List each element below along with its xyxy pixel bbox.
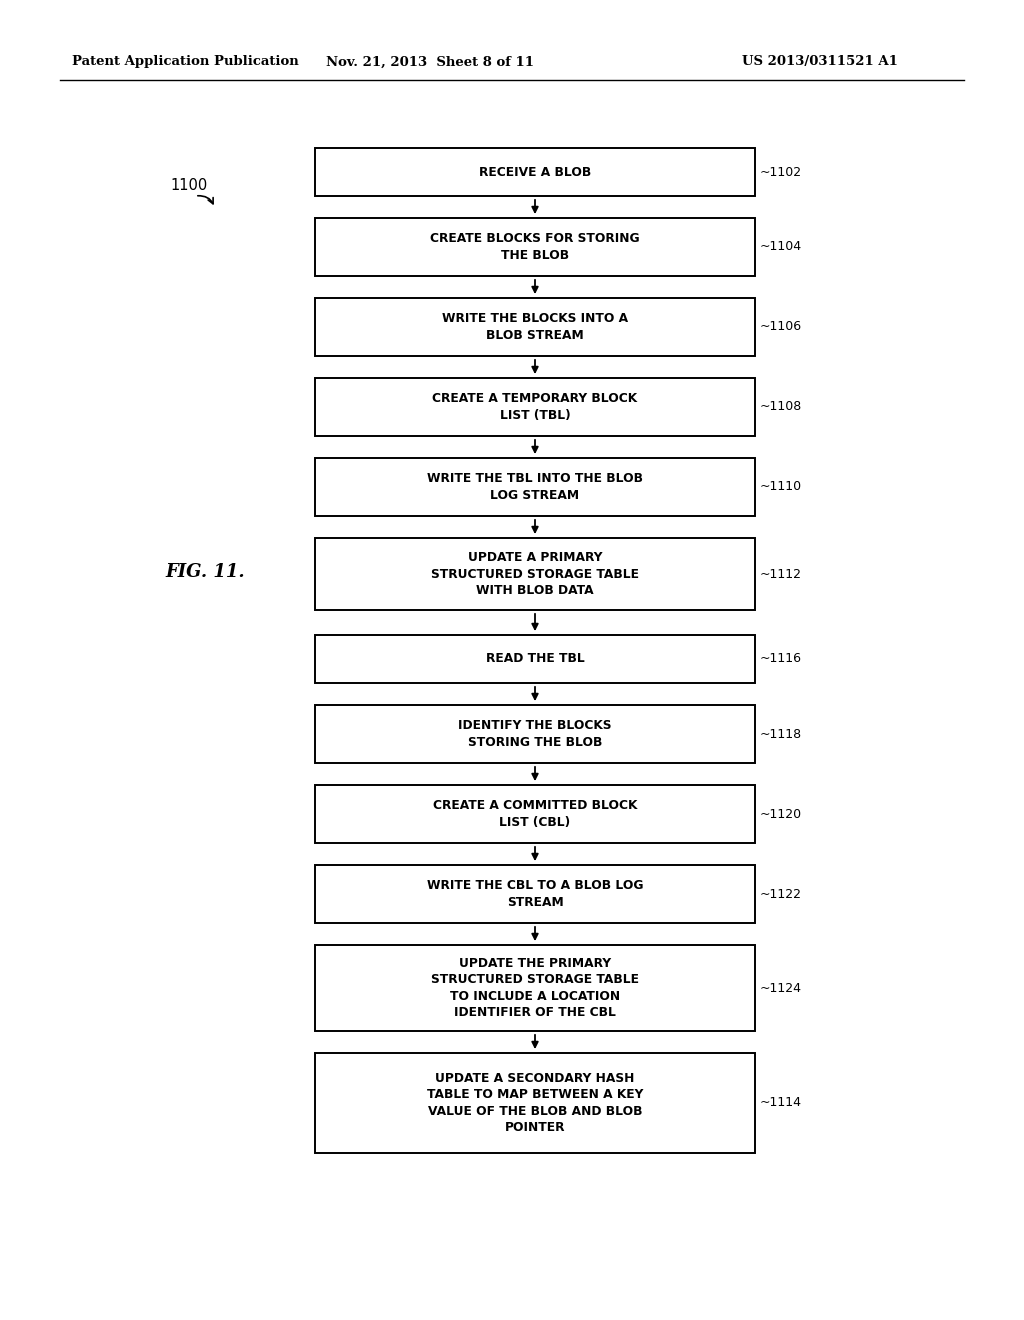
Bar (315, 148, 755, 195)
Text: ~1118: ~1118 (760, 727, 802, 741)
Text: CREATE A COMMITTED BLOCK
LIST (CBL): CREATE A COMMITTED BLOCK LIST (CBL) (433, 799, 637, 829)
Bar (315, 458, 755, 516)
Text: ~1104: ~1104 (760, 240, 802, 253)
Text: UPDATE A PRIMARY
STRUCTURED STORAGE TABLE
WITH BLOB DATA: UPDATE A PRIMARY STRUCTURED STORAGE TABL… (431, 550, 639, 597)
Text: WRITE THE CBL TO A BLOB LOG
STREAM: WRITE THE CBL TO A BLOB LOG STREAM (427, 879, 643, 908)
Text: ~1112: ~1112 (760, 568, 802, 581)
Bar (315, 539, 755, 610)
Text: ~1120: ~1120 (760, 808, 802, 821)
Bar (315, 378, 755, 436)
Text: Patent Application Publication: Patent Application Publication (72, 55, 299, 69)
Text: FIG. 11.: FIG. 11. (165, 564, 245, 581)
Text: ~1124: ~1124 (760, 982, 802, 994)
Text: WRITE THE TBL INTO THE BLOB
LOG STREAM: WRITE THE TBL INTO THE BLOB LOG STREAM (427, 473, 643, 502)
Text: WRITE THE BLOCKS INTO A
BLOB STREAM: WRITE THE BLOCKS INTO A BLOB STREAM (442, 313, 628, 342)
Bar (315, 218, 755, 276)
Text: ~1110: ~1110 (760, 480, 802, 494)
Text: ~1116: ~1116 (760, 652, 802, 665)
Text: ~1106: ~1106 (760, 321, 802, 334)
Text: RECEIVE A BLOB: RECEIVE A BLOB (479, 165, 591, 178)
Text: ~1114: ~1114 (760, 1097, 802, 1110)
Bar (315, 945, 755, 1031)
Bar (315, 635, 755, 682)
Bar (315, 298, 755, 356)
Text: Nov. 21, 2013  Sheet 8 of 11: Nov. 21, 2013 Sheet 8 of 11 (326, 55, 534, 69)
Text: UPDATE A SECONDARY HASH
TABLE TO MAP BETWEEN A KEY
VALUE OF THE BLOB AND BLOB
PO: UPDATE A SECONDARY HASH TABLE TO MAP BET… (427, 1072, 643, 1134)
Text: ~1102: ~1102 (760, 165, 802, 178)
Text: UPDATE THE PRIMARY
STRUCTURED STORAGE TABLE
TO INCLUDE A LOCATION
IDENTIFIER OF : UPDATE THE PRIMARY STRUCTURED STORAGE TA… (431, 957, 639, 1019)
Bar (315, 1053, 755, 1152)
Text: 1100: 1100 (170, 177, 207, 193)
Text: READ THE TBL: READ THE TBL (485, 652, 585, 665)
Text: CREATE A TEMPORARY BLOCK
LIST (TBL): CREATE A TEMPORARY BLOCK LIST (TBL) (432, 392, 638, 422)
Bar (315, 705, 755, 763)
Text: ~1108: ~1108 (760, 400, 802, 413)
Text: US 2013/0311521 A1: US 2013/0311521 A1 (742, 55, 898, 69)
Bar (315, 865, 755, 923)
Text: CREATE BLOCKS FOR STORING
THE BLOB: CREATE BLOCKS FOR STORING THE BLOB (430, 232, 640, 261)
Text: IDENTIFY THE BLOCKS
STORING THE BLOB: IDENTIFY THE BLOCKS STORING THE BLOB (459, 719, 611, 748)
Text: ~1122: ~1122 (760, 887, 802, 900)
Bar (315, 785, 755, 843)
